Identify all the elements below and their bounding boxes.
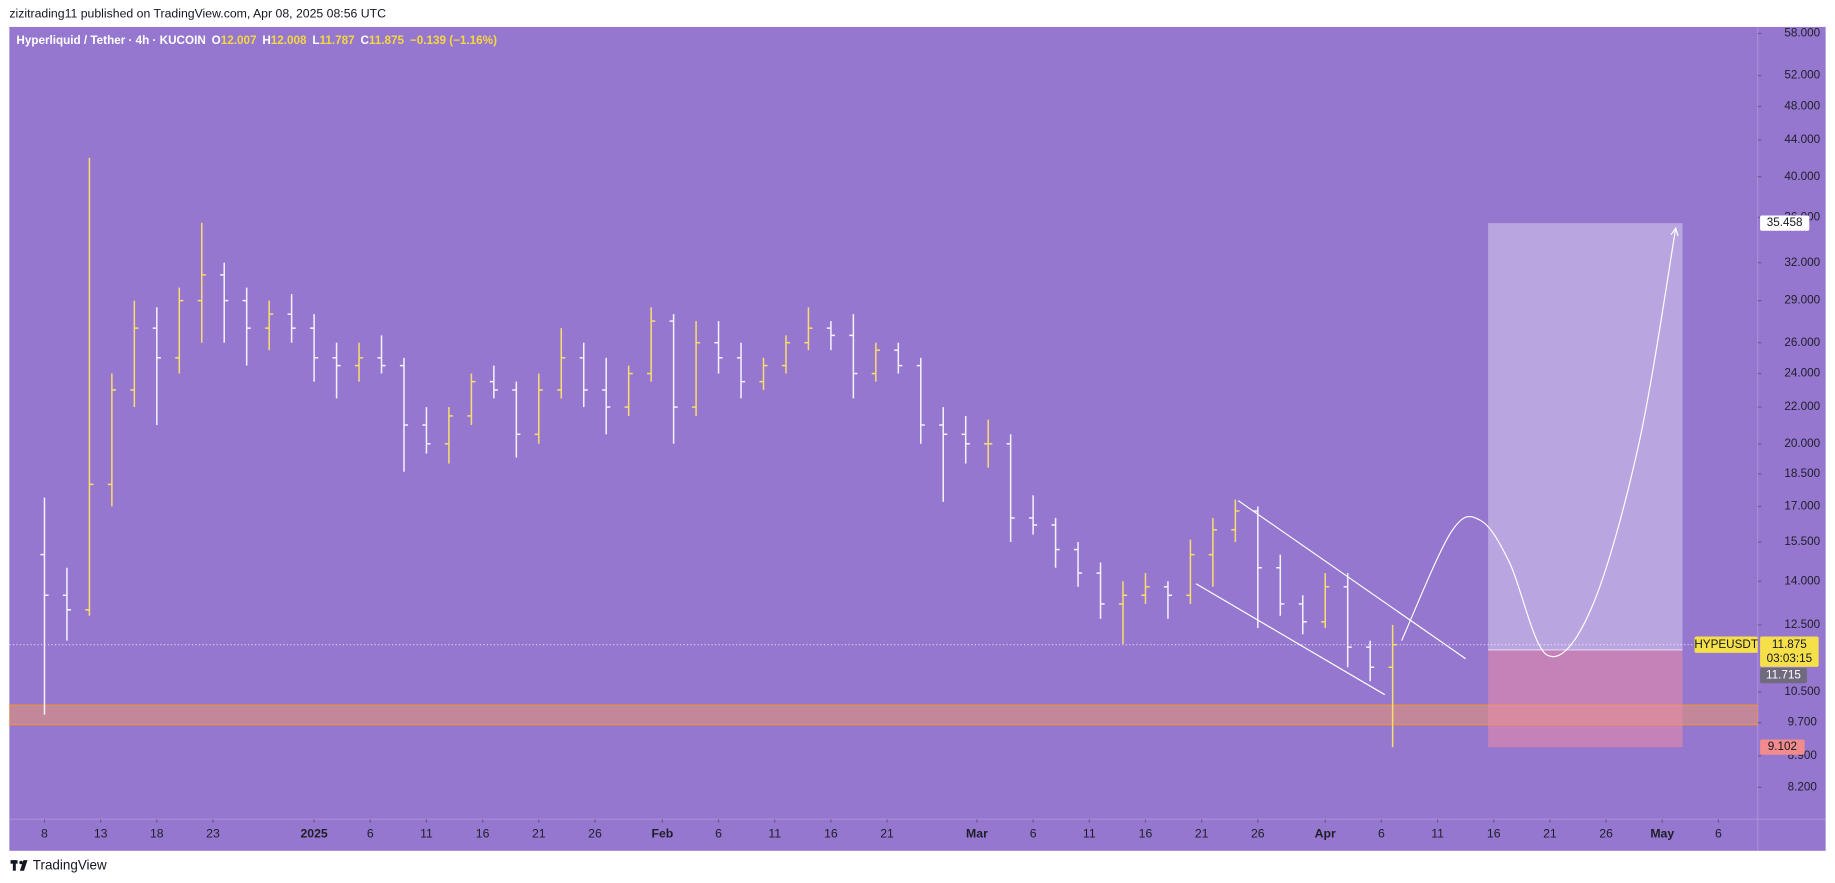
y-tick-label: 48.000 (1784, 100, 1820, 113)
x-tick-label: 21 (1195, 827, 1209, 841)
x-tick-label: 16 (1487, 827, 1501, 841)
y-tick-label: 20.000 (1784, 437, 1820, 450)
channel-line (1195, 583, 1386, 696)
y-tick-label: 14.000 (1784, 574, 1820, 587)
plot-area (9, 157, 1758, 748)
legend-value: 12.007 (221, 34, 257, 47)
price-axis: 58.00052.00048.00044.00040.00036.00032.0… (1757, 27, 1821, 793)
legend-change: −0.139 (−1.16%) (410, 34, 497, 47)
target-price-label-box (1760, 215, 1810, 231)
support-zone (9, 704, 1758, 726)
x-tick-label: 21 (532, 827, 546, 841)
x-tick-label: 8 (41, 827, 48, 841)
x-tick-label: Apr (1315, 827, 1336, 841)
last-price-box (1760, 636, 1819, 667)
ohlc-bars (40, 157, 1397, 748)
x-tick-label: Mar (966, 827, 988, 841)
footer-brand: TradingView (33, 858, 107, 873)
legend-symbol: Hyperliquid / Tether · 4h · KUCOIN (16, 34, 205, 47)
y-tick-label: 24.000 (1784, 367, 1820, 380)
y-tick-label: 15.500 (1784, 535, 1820, 548)
y-tick-label: 10.500 (1784, 685, 1820, 698)
logo-part (12, 860, 16, 871)
ohlc-legend: Hyperliquid / Tether · 4h · KUCOIN O12.00… (16, 34, 497, 47)
footer-logo (10, 860, 28, 871)
x-tick-label: 26 (1599, 827, 1613, 841)
y-tick-label: 12.500 (1784, 618, 1820, 631)
x-tick-label: 23 (206, 827, 220, 841)
target-price-label: 35.458 (1767, 216, 1803, 229)
x-tick-label: 16 (476, 827, 490, 841)
y-tick-label: 52.000 (1784, 69, 1820, 82)
channel-line (1237, 500, 1466, 660)
x-tick-label: 16 (824, 827, 838, 841)
legend-value: 12.008 (271, 34, 307, 47)
x-tick-label: 6 (1030, 827, 1037, 841)
x-tick-label: 11 (1431, 827, 1444, 841)
legend-value: 11.787 (320, 34, 355, 47)
entry-price-label: 11.715 (1766, 669, 1801, 682)
legend-key: O (212, 34, 221, 47)
symbol-tag: HYPEUSDT (1694, 638, 1758, 651)
x-tick-label: 6 (715, 827, 722, 841)
legend-key: L (312, 34, 319, 47)
x-tick-label: 21 (1543, 827, 1557, 841)
y-tick-label: 44.000 (1784, 133, 1820, 146)
x-tick-label: 26 (588, 827, 602, 841)
projection-curve (1401, 228, 1677, 658)
x-tick-label: 11 (1083, 827, 1096, 841)
chart-panel: 58.00052.00048.00044.00040.00036.00032.0… (9, 27, 1826, 851)
legend-key: C (360, 34, 369, 47)
y-tick-label: 17.000 (1784, 500, 1820, 513)
publisher-line: zizitrading11 published on TradingView.c… (9, 6, 386, 20)
y-tick-label: 26.000 (1784, 336, 1820, 349)
countdown-label: 03:03:15 (1767, 652, 1813, 665)
logo-part (19, 860, 28, 871)
x-tick-label: 6 (1378, 827, 1385, 841)
x-tick-label: 21 (880, 827, 894, 841)
x-tick-label: 2025 (300, 827, 327, 841)
stop-zone (1488, 649, 1683, 748)
x-tick-label: 11 (420, 827, 433, 841)
logo-part (19, 860, 23, 865)
y-tick-label: 32.000 (1784, 256, 1820, 269)
y-tick-label: 18.500 (1784, 467, 1820, 480)
legend-key: H (262, 34, 270, 47)
last-price-label: 11.875 (1772, 638, 1807, 651)
y-tick-label: 8.200 (1788, 780, 1818, 793)
y-tick-label: 58.000 (1784, 27, 1820, 40)
target-zone (1488, 223, 1683, 650)
x-tick-label: 13 (94, 827, 108, 841)
stop-price-label-box (1760, 739, 1805, 755)
stop-price-label: 9.102 (1768, 740, 1797, 753)
y-tick-label: 9.700 (1788, 716, 1818, 729)
projection-arrowhead (1670, 226, 1679, 237)
legend-value: 11.875 (369, 34, 405, 47)
y-tick-label: 40.000 (1784, 170, 1820, 183)
y-tick-label: 29.000 (1784, 294, 1820, 307)
time-axis: 8 13 18 23 2025 6 11 16 21 26 Feb 6 11 16 21 Mar 6 11 16 21… (41, 819, 1722, 841)
x-tick-label: 11 (768, 827, 781, 841)
x-tick-label: 6 (1715, 827, 1722, 841)
x-tick-label: 6 (367, 827, 374, 841)
x-tick-label: Feb (651, 827, 673, 841)
x-tick-label: 16 (1139, 827, 1153, 841)
x-tick-label: May (1650, 827, 1674, 841)
x-tick-label: 18 (150, 827, 164, 841)
x-tick-label: 26 (1251, 827, 1265, 841)
entry-price-label-box (1760, 668, 1807, 684)
y-tick-label: 22.000 (1784, 400, 1820, 413)
symbol-tag-box (1694, 636, 1758, 653)
